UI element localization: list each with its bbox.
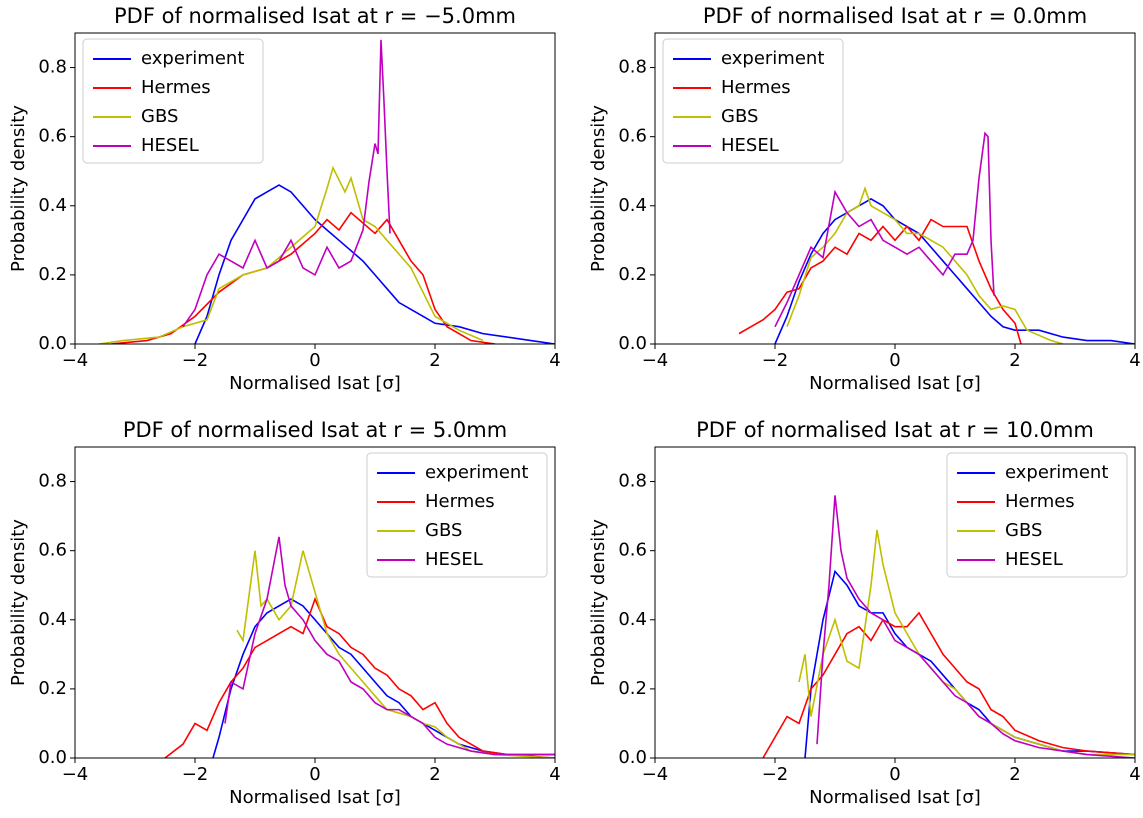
y-axis-label: Probability density: [588, 519, 609, 686]
x-axis-label: Normalised Isat [σ]: [229, 373, 401, 394]
y-tick-label: 0.4: [38, 195, 67, 216]
legend-box: [946, 452, 1128, 578]
legend-label: HESEL: [1005, 549, 1063, 570]
legend-box: [366, 452, 548, 578]
series-line: [786, 186, 1064, 344]
series-line: [164, 596, 555, 758]
y-axis-label: Probability density: [588, 105, 609, 272]
x-axis-label: Normalised Isat [σ]: [809, 373, 981, 394]
legend-label: HESEL: [425, 549, 483, 570]
x-tick-label: 2: [1009, 764, 1020, 785]
y-tick-label: 0.4: [618, 609, 647, 630]
series-line: [194, 184, 555, 344]
y-tick-label: 0.0: [618, 333, 647, 354]
legend-label: experiment: [141, 48, 244, 69]
x-tick-label: −2: [182, 764, 209, 785]
plot-frame: [74, 32, 556, 345]
x-tick-label: 0: [889, 764, 900, 785]
series-line: [224, 536, 555, 756]
x-tick-label: 0: [309, 764, 320, 785]
chart-title: PDF of normalised Isat at r = 10.0mm: [696, 418, 1094, 442]
legend-label: Hermes: [721, 77, 791, 98]
series-line: [774, 131, 995, 328]
series-line: [182, 39, 391, 328]
y-tick-label: 0.8: [38, 57, 67, 78]
y-tick-label: 0.8: [618, 57, 647, 78]
series-line: [816, 495, 1135, 758]
y-axis-label: Probability density: [8, 519, 29, 686]
legend-label: experiment: [1005, 462, 1108, 483]
y-tick-label: 0.6: [38, 126, 67, 147]
x-axis-label: Normalised Isat [σ]: [809, 787, 981, 808]
x-tick-label: 2: [429, 764, 440, 785]
legend-label: Hermes: [1005, 491, 1075, 512]
y-tick-label: 0.2: [38, 678, 67, 699]
plot-frame: [654, 32, 1136, 345]
series-line: [762, 611, 1135, 758]
legend-label: GBS: [141, 106, 178, 127]
x-axis-label: Normalised Isat [σ]: [229, 787, 401, 808]
legend-label: HESEL: [721, 135, 779, 156]
legend-label: Hermes: [425, 491, 495, 512]
x-tick-label: 0: [889, 350, 900, 371]
x-tick-label: 0: [309, 350, 320, 371]
legend-label: GBS: [721, 106, 758, 127]
y-tick-label: 0.8: [618, 471, 647, 492]
x-tick-label: −2: [182, 350, 209, 371]
x-tick-label: −2: [762, 350, 789, 371]
legend-label: GBS: [425, 520, 462, 541]
y-tick-label: 0.2: [618, 678, 647, 699]
x-tick-label: 4: [1129, 764, 1140, 785]
x-tick-label: 4: [1129, 350, 1140, 371]
x-tick-label: −2: [762, 764, 789, 785]
series-line: [774, 197, 1135, 344]
series-line: [110, 211, 496, 344]
y-tick-label: 0.6: [618, 126, 647, 147]
chart-title: PDF of normalised Isat at r = 5.0mm: [123, 418, 507, 442]
x-tick-label: 4: [549, 350, 560, 371]
x-tick-label: 2: [1009, 350, 1020, 371]
legend-label: experiment: [721, 48, 824, 69]
x-tick-label: −4: [642, 764, 669, 785]
y-tick-label: 0.0: [38, 333, 67, 354]
x-tick-label: 2: [429, 350, 440, 371]
legend-label: Hermes: [141, 77, 211, 98]
y-tick-label: 0.8: [38, 471, 67, 492]
x-tick-label: −4: [62, 350, 89, 371]
y-tick-label: 0.2: [618, 264, 647, 285]
x-tick-label: −4: [642, 350, 669, 371]
chart-title: PDF of normalised Isat at r = 0.0mm: [703, 4, 1087, 28]
x-tick-label: −4: [62, 764, 89, 785]
y-tick-label: 0.4: [618, 195, 647, 216]
plot-frame: [74, 446, 556, 759]
legend-box: [82, 38, 264, 164]
y-axis-label: Probability density: [8, 105, 29, 272]
legend-label: experiment: [425, 462, 528, 483]
y-tick-label: 0.0: [618, 747, 647, 768]
x-tick-label: 4: [549, 764, 560, 785]
plot-frame: [654, 446, 1136, 759]
y-tick-label: 0.6: [618, 540, 647, 561]
series-line: [738, 218, 1022, 344]
y-tick-label: 0.4: [38, 609, 67, 630]
series-line: [236, 550, 555, 758]
series-line: [212, 598, 555, 758]
legend-label: GBS: [1005, 520, 1042, 541]
legend-label: HESEL: [141, 135, 199, 156]
series-line: [98, 165, 484, 344]
chart-title: PDF of normalised Isat at r = −5.0mm: [114, 4, 516, 28]
y-tick-label: 0.2: [38, 264, 67, 285]
y-tick-label: 0.0: [38, 747, 67, 768]
legend-box: [662, 38, 844, 164]
y-tick-label: 0.6: [38, 540, 67, 561]
